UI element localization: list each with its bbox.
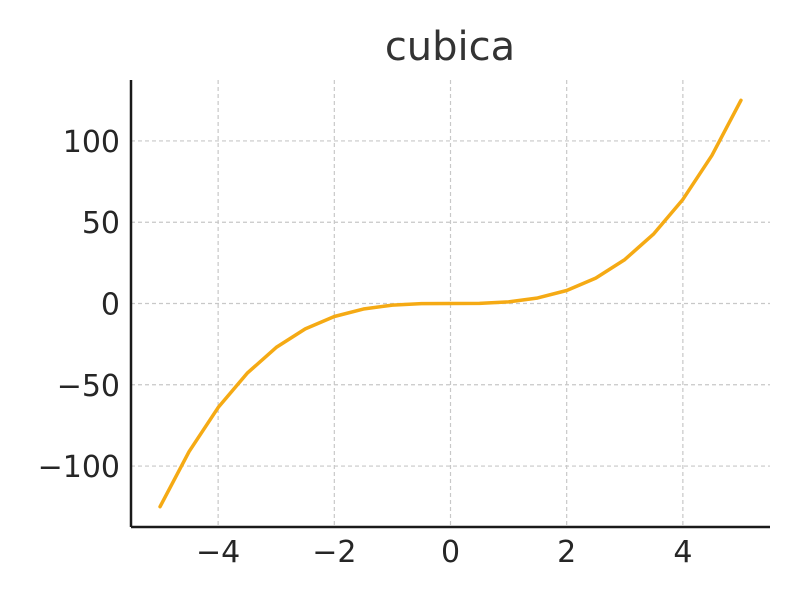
tick-labels: −4 −2 0 2 4 −100 −50 0 50 100	[38, 125, 693, 570]
x-tick-label: −2	[312, 535, 356, 570]
x-tick-label: 2	[557, 535, 576, 570]
x-tick-label: −4	[196, 535, 240, 570]
series	[158, 98, 743, 509]
y-tick-label: 0	[101, 288, 120, 323]
x-tick-label: 0	[441, 535, 460, 570]
axes	[129, 80, 770, 529]
x-tick-label: 4	[673, 535, 692, 570]
y-tick-label: −50	[57, 369, 120, 404]
y-tick-label: 50	[82, 206, 120, 241]
y-tick-label: −100	[38, 450, 120, 485]
series-line	[158, 98, 743, 509]
y-tick-label: 100	[63, 125, 120, 160]
